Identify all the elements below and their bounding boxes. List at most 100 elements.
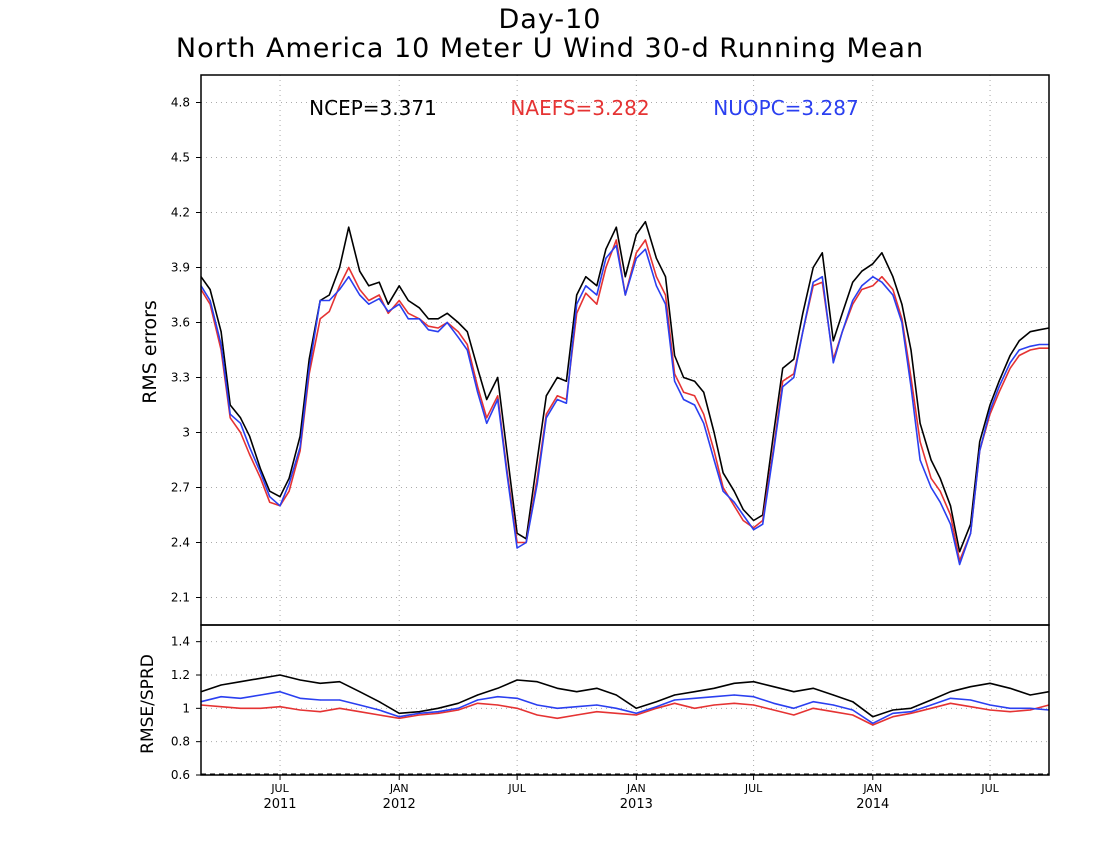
- series-line-naefs-point: [486, 417, 488, 419]
- ratio-line-ncep-point: [852, 701, 854, 703]
- series-line-naefs-point: [664, 294, 667, 296]
- series-line-ncep-point: [852, 281, 854, 283]
- ratio-line-nuopc-point: [398, 716, 400, 718]
- series-line-nuopc-point: [427, 329, 429, 331]
- series-line-naefs-point: [596, 303, 598, 305]
- series-line-nuopc-point: [998, 386, 1000, 388]
- series-line-ncep-point: [674, 354, 676, 357]
- series-line-ncep-point: [260, 468, 262, 470]
- ratio-line-naefs-point: [516, 707, 518, 709]
- series-line-nuopc-point: [497, 398, 499, 401]
- series-line-naefs-point: [872, 285, 874, 287]
- ratio-line-nuopc-point: [812, 701, 814, 703]
- ratio-line-naefs-point: [457, 709, 459, 711]
- ratio-line-ncep-point: [260, 677, 262, 679]
- ratio-line-ncep-point: [596, 687, 598, 689]
- ratio-line-naefs-point: [713, 704, 715, 706]
- series-line-nuopc-point: [694, 404, 696, 406]
- ratio-line-naefs-point: [930, 707, 932, 709]
- ratio-line-ncep-point: [694, 691, 696, 693]
- plot-frame-bottom: [200, 624, 1050, 776]
- series-line-nuopc-point: [832, 362, 834, 364]
- ratio-line-ncep-point: [930, 699, 932, 701]
- series-line-nuopc-point: [713, 459, 715, 461]
- ratio-line-naefs-point: [1009, 711, 1011, 713]
- ratio-line-nuopc-point: [437, 711, 439, 713]
- series-line-nuopc-point: [655, 285, 658, 287]
- series-line-ncep-point: [477, 367, 479, 369]
- ratio-line-naefs-point: [418, 714, 420, 716]
- series-line-nuopc-point: [1009, 362, 1011, 364]
- y-tick-label: 2.7: [171, 481, 190, 495]
- ratio-line-nuopc-point: [733, 694, 735, 696]
- ratio-line-ncep-point: [773, 686, 775, 688]
- series-line-ncep-point: [209, 288, 211, 291]
- series-line-ncep-point: [1029, 331, 1031, 333]
- ratio-line-nuopc-point: [596, 704, 598, 706]
- ratio-line-naefs-point: [970, 706, 972, 708]
- series-line-ncep-point: [841, 312, 843, 314]
- ratio-line-ncep-point: [892, 709, 894, 711]
- y-tick-label: 4.2: [171, 206, 190, 220]
- ratio-line-naefs-point: [793, 714, 795, 716]
- ratio-line-naefs-point: [497, 704, 499, 706]
- y-tick-label: 2.1: [171, 591, 190, 605]
- ratio-line-nuopc-point: [872, 722, 874, 724]
- series-line-naefs-point: [437, 327, 439, 329]
- series-line-nuopc-point: [407, 318, 409, 320]
- y-tick-label: 1: [182, 701, 190, 715]
- ratio-line-naefs-point: [812, 707, 814, 709]
- ratio-line-nuopc-point: [970, 699, 972, 701]
- series-line-ncep-point: [556, 376, 558, 379]
- ratio-line-naefs-point: [989, 709, 991, 711]
- series-line-ncep-point: [308, 358, 310, 360]
- series-line-nuopc-point: [1029, 345, 1031, 347]
- ratio-line-nuopc-point: [713, 696, 715, 698]
- series-line-nuopc-point: [378, 298, 380, 300]
- series-line-nuopc-point: [269, 496, 271, 498]
- series-line-naefs-point: [328, 310, 330, 313]
- y-tick-label: 0.6: [171, 768, 190, 782]
- series-line-ncep-point: [683, 376, 685, 379]
- series-line-nuopc-point: [930, 486, 932, 489]
- series-line-ncep-point: [989, 404, 991, 406]
- series-line-nuopc-point: [576, 303, 578, 305]
- ratio-line-ncep-point: [753, 681, 755, 683]
- ratio-line-ncep-point: [516, 679, 518, 681]
- series-line-ncep-point: [398, 285, 400, 287]
- ratio-line-naefs-point: [536, 714, 538, 716]
- ratio-line-nuopc-point: [832, 704, 834, 706]
- ratio-line-naefs-point: [339, 707, 341, 709]
- ratio-line-ncep-point: [378, 701, 380, 703]
- series-line-ncep-point: [802, 312, 804, 314]
- series-line-ncep-point: [545, 395, 547, 397]
- ratio-line-ncep-point: [713, 687, 715, 689]
- ratio-line-naefs-point: [477, 702, 479, 704]
- x-tick-label: JUL: [744, 782, 763, 795]
- series-line-naefs-point: [466, 343, 468, 346]
- ratio-line-ncep-point: [674, 694, 676, 696]
- series-line-nuopc-point: [418, 318, 420, 320]
- x-tick-year-label: 2013: [620, 797, 653, 812]
- series-line-ncep-point: [694, 380, 696, 382]
- series-line-ncep-point: [812, 266, 814, 269]
- ratio-line-nuopc-point: [674, 699, 676, 701]
- ratio-line-naefs-point: [852, 714, 854, 716]
- y-axis-label-ratio: RMSE/SPRD: [138, 654, 158, 754]
- series-line-nuopc-point: [959, 563, 961, 566]
- series-line-nuopc-point: [892, 294, 894, 296]
- series-line-nuopc-point: [446, 321, 448, 324]
- series-line-naefs-point: [398, 299, 400, 302]
- series-line-ncep-point: [644, 221, 647, 223]
- ratio-line-naefs-point: [398, 717, 400, 719]
- series-line-nuopc-point: [782, 386, 784, 388]
- legend-entry-naefs: NAEFS=3.282: [510, 96, 649, 120]
- series-line-nuopc-point: [348, 276, 350, 278]
- ratio-line-naefs-point: [596, 711, 598, 713]
- series-line-nuopc-point: [585, 285, 587, 287]
- series-line-ncep-point: [437, 318, 439, 320]
- ratio-line-nuopc-point: [457, 707, 459, 709]
- series-line-ncep-point: [753, 519, 755, 522]
- series-line-ncep-point: [624, 276, 626, 278]
